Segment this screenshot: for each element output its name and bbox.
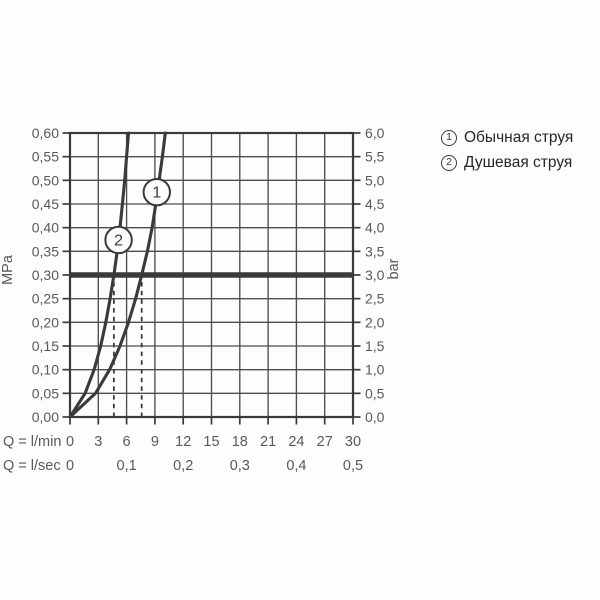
svg-text:0,5: 0,5 xyxy=(365,385,385,401)
svg-text:0,4: 0,4 xyxy=(286,458,306,474)
svg-text:0,20: 0,20 xyxy=(32,314,59,330)
svg-text:0,0: 0,0 xyxy=(365,409,385,425)
circled-number-1-icon: 1 xyxy=(441,129,457,146)
svg-text:0,45: 0,45 xyxy=(32,196,59,212)
svg-text:2,5: 2,5 xyxy=(365,291,385,307)
chart-legend: 1 Обычная струя 2 Душевая струя xyxy=(441,125,573,175)
svg-text:27: 27 xyxy=(317,434,333,450)
y-axis-labels-bar: 0,0 0,5 1,0 1,5 2,0 2,5 3,0 3,5 4,0 4,5 5,0 5,5 6,0 xyxy=(365,125,385,425)
svg-text:1: 1 xyxy=(152,185,161,202)
svg-text:12: 12 xyxy=(175,434,191,450)
svg-text:0,10: 0,10 xyxy=(32,362,59,378)
legend-label-normal-spray: Обычная струя xyxy=(464,128,574,146)
svg-text:0,60: 0,60 xyxy=(32,125,59,141)
svg-text:30: 30 xyxy=(345,434,361,450)
mpa-axis-caption: MPa xyxy=(0,254,16,285)
svg-text:0,5: 0,5 xyxy=(343,458,363,474)
svg-text:Q = l/sec: Q = l/sec xyxy=(3,458,61,474)
svg-text:0: 0 xyxy=(66,434,74,450)
svg-text:1,5: 1,5 xyxy=(365,338,385,354)
legend-item-shower-spray: 2 Душевая струя xyxy=(441,150,573,175)
svg-text:0: 0 xyxy=(66,458,74,474)
curve-marker-1: 1 xyxy=(142,177,171,207)
svg-text:2: 2 xyxy=(114,232,123,249)
svg-text:0,15: 0,15 xyxy=(32,338,59,354)
svg-text:4,0: 4,0 xyxy=(365,220,385,236)
svg-text:5,5: 5,5 xyxy=(365,149,385,165)
svg-text:0,2: 0,2 xyxy=(173,458,193,474)
svg-text:6: 6 xyxy=(123,434,131,450)
grid-lines xyxy=(70,133,353,417)
svg-text:0,40: 0,40 xyxy=(32,220,59,236)
svg-text:3,5: 3,5 xyxy=(365,243,385,259)
svg-text:6,0: 6,0 xyxy=(365,125,385,141)
guide-lines-dashed xyxy=(112,275,143,417)
svg-text:5,0: 5,0 xyxy=(365,172,385,188)
y-axis-labels-mpa: 0,00 0,05 0,10 0,15 0,20 0,25 0,30 0,35 0,40 0,45… xyxy=(32,125,59,425)
axis-ticks xyxy=(62,132,361,425)
svg-text:24: 24 xyxy=(288,434,304,450)
curve-series-2 xyxy=(68,131,131,419)
legend-label-shower-spray: Душевая струя xyxy=(464,153,573,171)
svg-text:3: 3 xyxy=(94,434,102,450)
svg-text:4,5: 4,5 xyxy=(365,196,385,212)
svg-text:3,0: 3,0 xyxy=(365,267,385,283)
svg-text:0,30: 0,30 xyxy=(32,267,59,283)
svg-text:0,3: 0,3 xyxy=(230,458,250,474)
svg-text:0,05: 0,05 xyxy=(32,385,59,401)
legend-item-normal-spray: 1 Обычная струя xyxy=(441,125,573,150)
svg-text:0,25: 0,25 xyxy=(32,291,59,307)
svg-text:0,1: 0,1 xyxy=(117,458,137,474)
curve-marker-2: 2 xyxy=(104,225,133,255)
circled-number-2-icon: 2 xyxy=(441,154,457,171)
svg-text:21: 21 xyxy=(260,434,276,450)
svg-text:15: 15 xyxy=(203,434,219,450)
svg-text:9: 9 xyxy=(151,434,159,450)
svg-text:1,0: 1,0 xyxy=(365,362,385,378)
x-axis-row-l-sec: Q = l/sec 0 0,1 0,2 0,3 0,4 0,5 xyxy=(3,458,363,474)
svg-text:2,0: 2,0 xyxy=(365,314,385,330)
svg-text:18: 18 xyxy=(232,434,248,450)
svg-text:0,50: 0,50 xyxy=(32,172,59,188)
svg-text:0,35: 0,35 xyxy=(32,243,59,259)
svg-text:Q = l/min: Q = l/min xyxy=(3,434,61,450)
bar-axis-caption: bar xyxy=(386,258,402,279)
x-axis-row-l-min: Q = l/min 0 3 6 9 12 15 18 21 24 27 30 xyxy=(3,434,361,450)
svg-text:0,00: 0,00 xyxy=(32,409,59,425)
svg-text:0,55: 0,55 xyxy=(32,149,59,165)
